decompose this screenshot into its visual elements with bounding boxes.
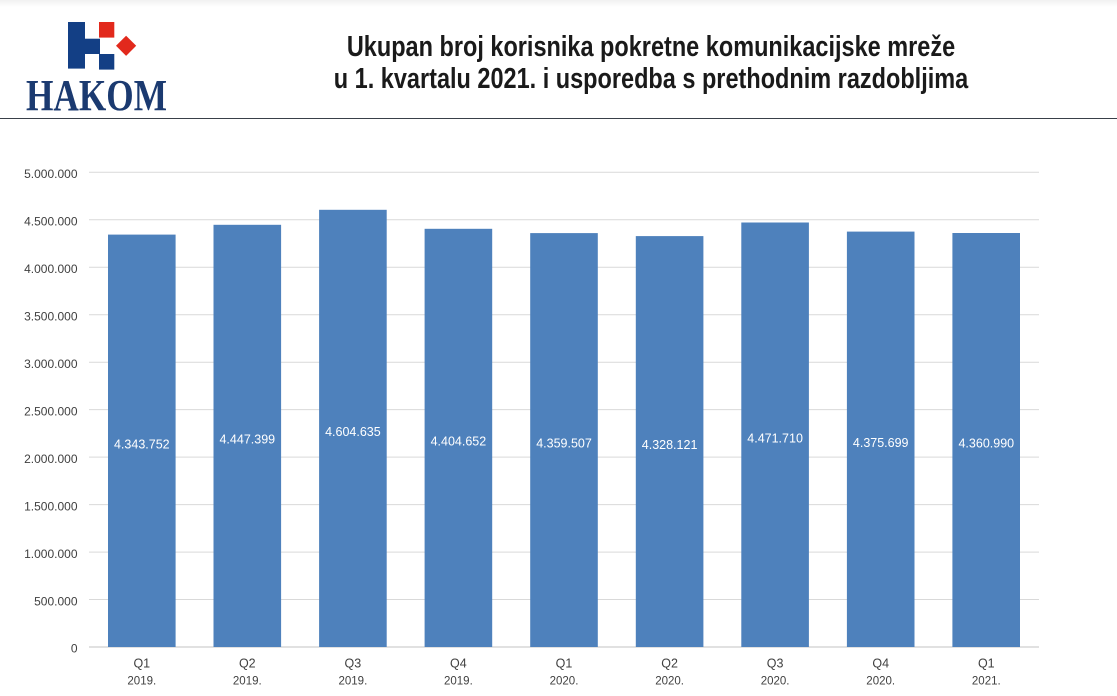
svg-text:4.000.000: 4.000.000	[24, 262, 78, 276]
svg-text:4.359.507: 4.359.507	[536, 437, 592, 451]
svg-text:2019.: 2019.	[444, 676, 473, 688]
svg-text:4.604.635: 4.604.635	[325, 425, 381, 439]
svg-text:Q4: Q4	[872, 657, 889, 671]
svg-text:2020.: 2020.	[866, 676, 895, 688]
svg-text:3.500.000: 3.500.000	[24, 310, 78, 324]
svg-text:5.000.000: 5.000.000	[24, 167, 78, 181]
svg-text:4.360.990: 4.360.990	[958, 437, 1014, 451]
svg-text:4.471.710: 4.471.710	[747, 431, 803, 445]
svg-text:2019.: 2019.	[339, 676, 368, 688]
svg-text:2020.: 2020.	[550, 676, 579, 688]
svg-text:4.375.699: 4.375.699	[853, 436, 909, 450]
svg-text:2019.: 2019.	[233, 676, 262, 688]
svg-text:Q4: Q4	[450, 657, 467, 671]
svg-text:4.328.121: 4.328.121	[642, 438, 698, 452]
svg-text:Q1: Q1	[133, 657, 150, 671]
svg-text:2021.: 2021.	[972, 676, 1001, 688]
svg-text:Q2: Q2	[661, 657, 678, 671]
svg-text:Q1: Q1	[556, 657, 573, 671]
svg-text:3.000.000: 3.000.000	[24, 357, 78, 371]
svg-text:0: 0	[71, 642, 78, 656]
svg-text:Q2: Q2	[239, 657, 256, 671]
svg-text:2020.: 2020.	[655, 676, 684, 688]
svg-text:4.447.399: 4.447.399	[219, 433, 275, 447]
svg-text:Q3: Q3	[767, 657, 784, 671]
svg-text:4.404.652: 4.404.652	[431, 435, 487, 449]
svg-text:500.000: 500.000	[34, 594, 78, 608]
svg-text:2020.: 2020.	[761, 676, 790, 688]
svg-text:2.500.000: 2.500.000	[24, 404, 78, 418]
svg-text:1.500.000: 1.500.000	[24, 499, 78, 513]
svg-text:1.000.000: 1.000.000	[24, 547, 78, 561]
svg-text:Q1: Q1	[978, 657, 995, 671]
svg-text:2.000.000: 2.000.000	[24, 452, 78, 466]
svg-text:Q3: Q3	[345, 657, 362, 671]
svg-text:4.343.752: 4.343.752	[114, 437, 170, 451]
svg-text:2019.: 2019.	[127, 676, 156, 688]
svg-text:4.500.000: 4.500.000	[24, 215, 78, 229]
